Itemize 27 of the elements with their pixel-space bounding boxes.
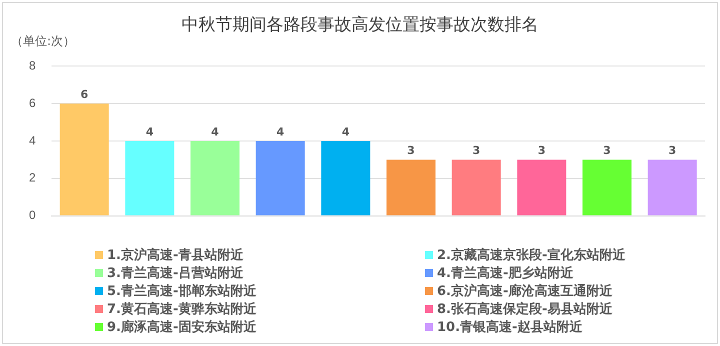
data-label: 3 xyxy=(668,144,676,158)
data-label: 3 xyxy=(407,144,415,158)
legend-label: 9.廊涿高速-固安东站附近 xyxy=(107,318,256,336)
legend-label: 3.青兰高速-吕营站附近 xyxy=(107,264,244,282)
chart-title: 中秋节期间各路段事故高发位置按事故次数排名 xyxy=(182,15,538,35)
legend-label: 1.京沪高速-青县站附近 xyxy=(107,246,244,264)
data-label: 4 xyxy=(276,125,285,138)
y-tick-label: 4 xyxy=(28,133,36,148)
legend-label: 10.青银高速-赵县站附近 xyxy=(437,318,582,336)
data-label: 4 xyxy=(211,125,220,138)
legend-label: 5.青兰高速-邯郸东站附近 xyxy=(107,282,256,300)
y-axis-title: （单位:次） xyxy=(11,33,76,50)
data-label: 4 xyxy=(146,125,154,138)
legend-label: 8.张石高速保定段-易县站附近 xyxy=(437,300,612,318)
legend-label: 6.京沪高速-廊沧高速互通附近 xyxy=(437,282,612,300)
y-tick-label: 0 xyxy=(28,208,36,222)
data-label: 3 xyxy=(472,144,480,158)
data-label: 3 xyxy=(603,144,611,158)
data-label: 6 xyxy=(80,88,89,101)
data-label: 3 xyxy=(538,144,546,158)
y-tick-label: 6 xyxy=(28,96,36,110)
data-label: 4 xyxy=(342,125,350,138)
legend-label: 7.黄石高速-黄骅东站附近 xyxy=(107,300,256,318)
y-tick-label: 2 xyxy=(28,170,36,185)
legend-label: 2.京藏高速京张段-宣化东站附近 xyxy=(437,246,626,264)
y-tick-label: 8 xyxy=(28,58,36,73)
legend-label: 4.青兰高速-肥乡站附近 xyxy=(437,264,574,282)
